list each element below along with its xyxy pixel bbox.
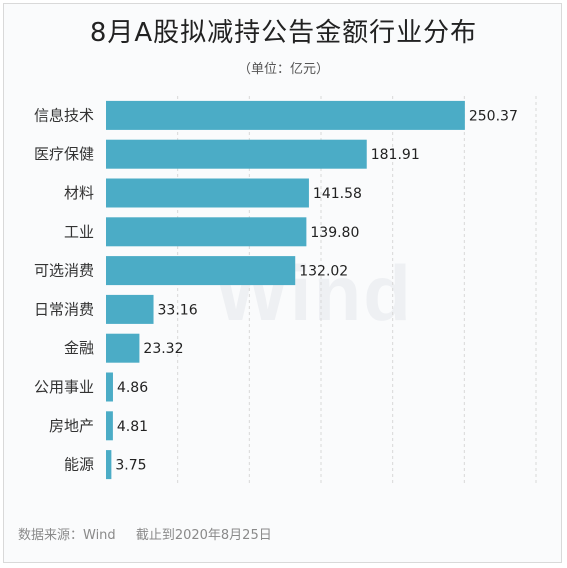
value-label: 3.75 — [115, 458, 146, 474]
category-label: 日常消费 — [34, 300, 94, 318]
category-label: 公用事业 — [34, 378, 94, 396]
category-label: 信息技术 — [34, 106, 94, 124]
bar — [106, 294, 154, 324]
category-label: 能源 — [64, 456, 94, 474]
category-label: 医疗保健 — [34, 145, 94, 163]
value-label: 250.37 — [469, 108, 518, 124]
source-note: 数据来源：Wind — [18, 528, 116, 543]
value-label: 132.02 — [299, 264, 348, 280]
bar — [106, 217, 307, 247]
bar — [106, 411, 113, 441]
bar — [106, 100, 465, 130]
value-label: 33.16 — [158, 302, 198, 318]
category-label: 金融 — [64, 339, 94, 357]
category-label: 材料 — [64, 184, 94, 202]
date-note: 截止到2020年8月25日 — [135, 528, 272, 543]
bar — [106, 450, 112, 480]
chart-title: 8月A股拟减持公告金额行业分布 — [89, 18, 478, 48]
value-label: 181.91 — [371, 147, 420, 163]
bar — [106, 372, 113, 402]
value-label: 23.32 — [143, 341, 183, 357]
chart-subtitle: （单位：亿元） — [237, 62, 329, 77]
value-label: 4.81 — [117, 419, 148, 435]
value-label: 139.80 — [310, 225, 359, 241]
footer: 数据来源：Wind 截止到2020年8月25日 — [18, 524, 288, 543]
category-label: 工业 — [64, 223, 94, 241]
bar — [106, 256, 296, 286]
bar — [106, 139, 367, 169]
category-label: 房地产 — [49, 417, 94, 435]
category-label: 可选消费 — [34, 262, 94, 280]
bar — [106, 178, 309, 208]
value-label: 4.86 — [117, 380, 148, 396]
bar — [106, 333, 140, 363]
value-label: 141.58 — [313, 186, 362, 202]
